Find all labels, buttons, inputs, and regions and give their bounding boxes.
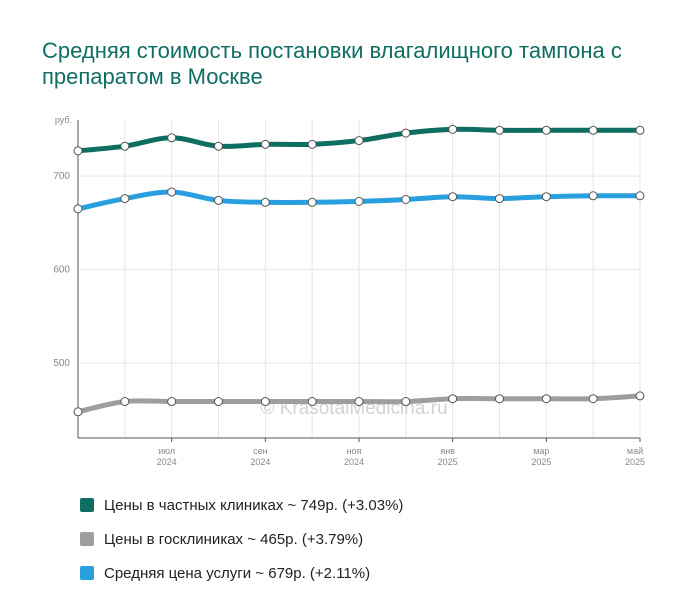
data-point: [354, 196, 364, 206]
x-tick-label: мар 2025: [531, 446, 551, 467]
data-point: [260, 397, 270, 407]
legend-label-average: Средняя цена услуги ~ 679р. (+2.11%): [104, 564, 371, 582]
data-point: [120, 194, 130, 204]
data-point: [167, 397, 177, 407]
x-tick-label: сен 2024: [250, 446, 270, 467]
legend-label-private: Цены в частных клиниках ~ 749р. (+3.03%): [104, 496, 404, 514]
data-point: [307, 397, 317, 407]
y-tick-label: 700: [53, 171, 70, 182]
legend-swatch-average: [80, 566, 94, 580]
data-point: [495, 394, 504, 404]
data-point: [495, 125, 504, 135]
data-point: [635, 391, 645, 401]
data-point: [541, 125, 551, 135]
data-point: [73, 407, 83, 417]
data-point: [448, 124, 458, 134]
data-point: [167, 187, 177, 197]
data-point: [401, 128, 411, 138]
data-point: [588, 191, 598, 201]
y-tick-label: 500: [53, 358, 70, 369]
data-point: [307, 139, 317, 149]
chart-legend: Цены в частных клиниках ~ 749р. (+3.03%)…: [80, 488, 403, 590]
legend-item-average[interactable]: Средняя цена услуги ~ 679р. (+2.11%): [80, 556, 403, 590]
legend-swatch-private: [80, 498, 94, 512]
data-point: [635, 191, 645, 201]
data-point: [307, 197, 317, 207]
legend-swatch-public: [80, 532, 94, 546]
data-point: [214, 397, 223, 407]
x-tick-label: ноя 2024: [344, 446, 364, 467]
data-point: [73, 204, 83, 214]
data-point: [260, 197, 270, 207]
data-point: [448, 394, 458, 404]
data-point: [588, 394, 598, 404]
x-tick-label: май 2025: [625, 446, 645, 467]
data-point: [260, 139, 270, 149]
data-point: [448, 192, 458, 202]
data-point: [120, 141, 130, 151]
x-tick-label: июл 2024: [157, 446, 177, 467]
legend-label-public: Цены в госклиниках ~ 465р. (+3.79%): [104, 530, 364, 548]
chart-title: Средняя стоимость постановки влагалищног…: [42, 38, 622, 89]
data-point: [214, 195, 223, 205]
data-point: [588, 125, 598, 135]
line-chart: 500 600 700 руб. июл 2024 сен 2024 ноя 2024 янв 202…: [53, 115, 645, 467]
data-point: [401, 195, 411, 204]
data-point: [635, 125, 645, 135]
data-point: [541, 394, 551, 404]
x-tick-label: янв 2025: [438, 446, 458, 467]
data-point: [167, 133, 177, 143]
data-point: [354, 136, 364, 146]
legend-item-public[interactable]: Цены в госклиниках ~ 465р. (+3.79%): [80, 522, 403, 556]
data-point: [401, 397, 411, 407]
data-point: [541, 192, 551, 202]
y-tick-label: 600: [53, 265, 70, 276]
data-point: [73, 146, 83, 156]
data-point: [120, 397, 130, 407]
data-point: [354, 397, 364, 407]
data-point: [495, 194, 504, 204]
data-point: [214, 141, 223, 151]
y-axis-unit: руб.: [55, 115, 72, 125]
legend-item-private[interactable]: Цены в частных клиниках ~ 749р. (+3.03%): [80, 488, 403, 522]
